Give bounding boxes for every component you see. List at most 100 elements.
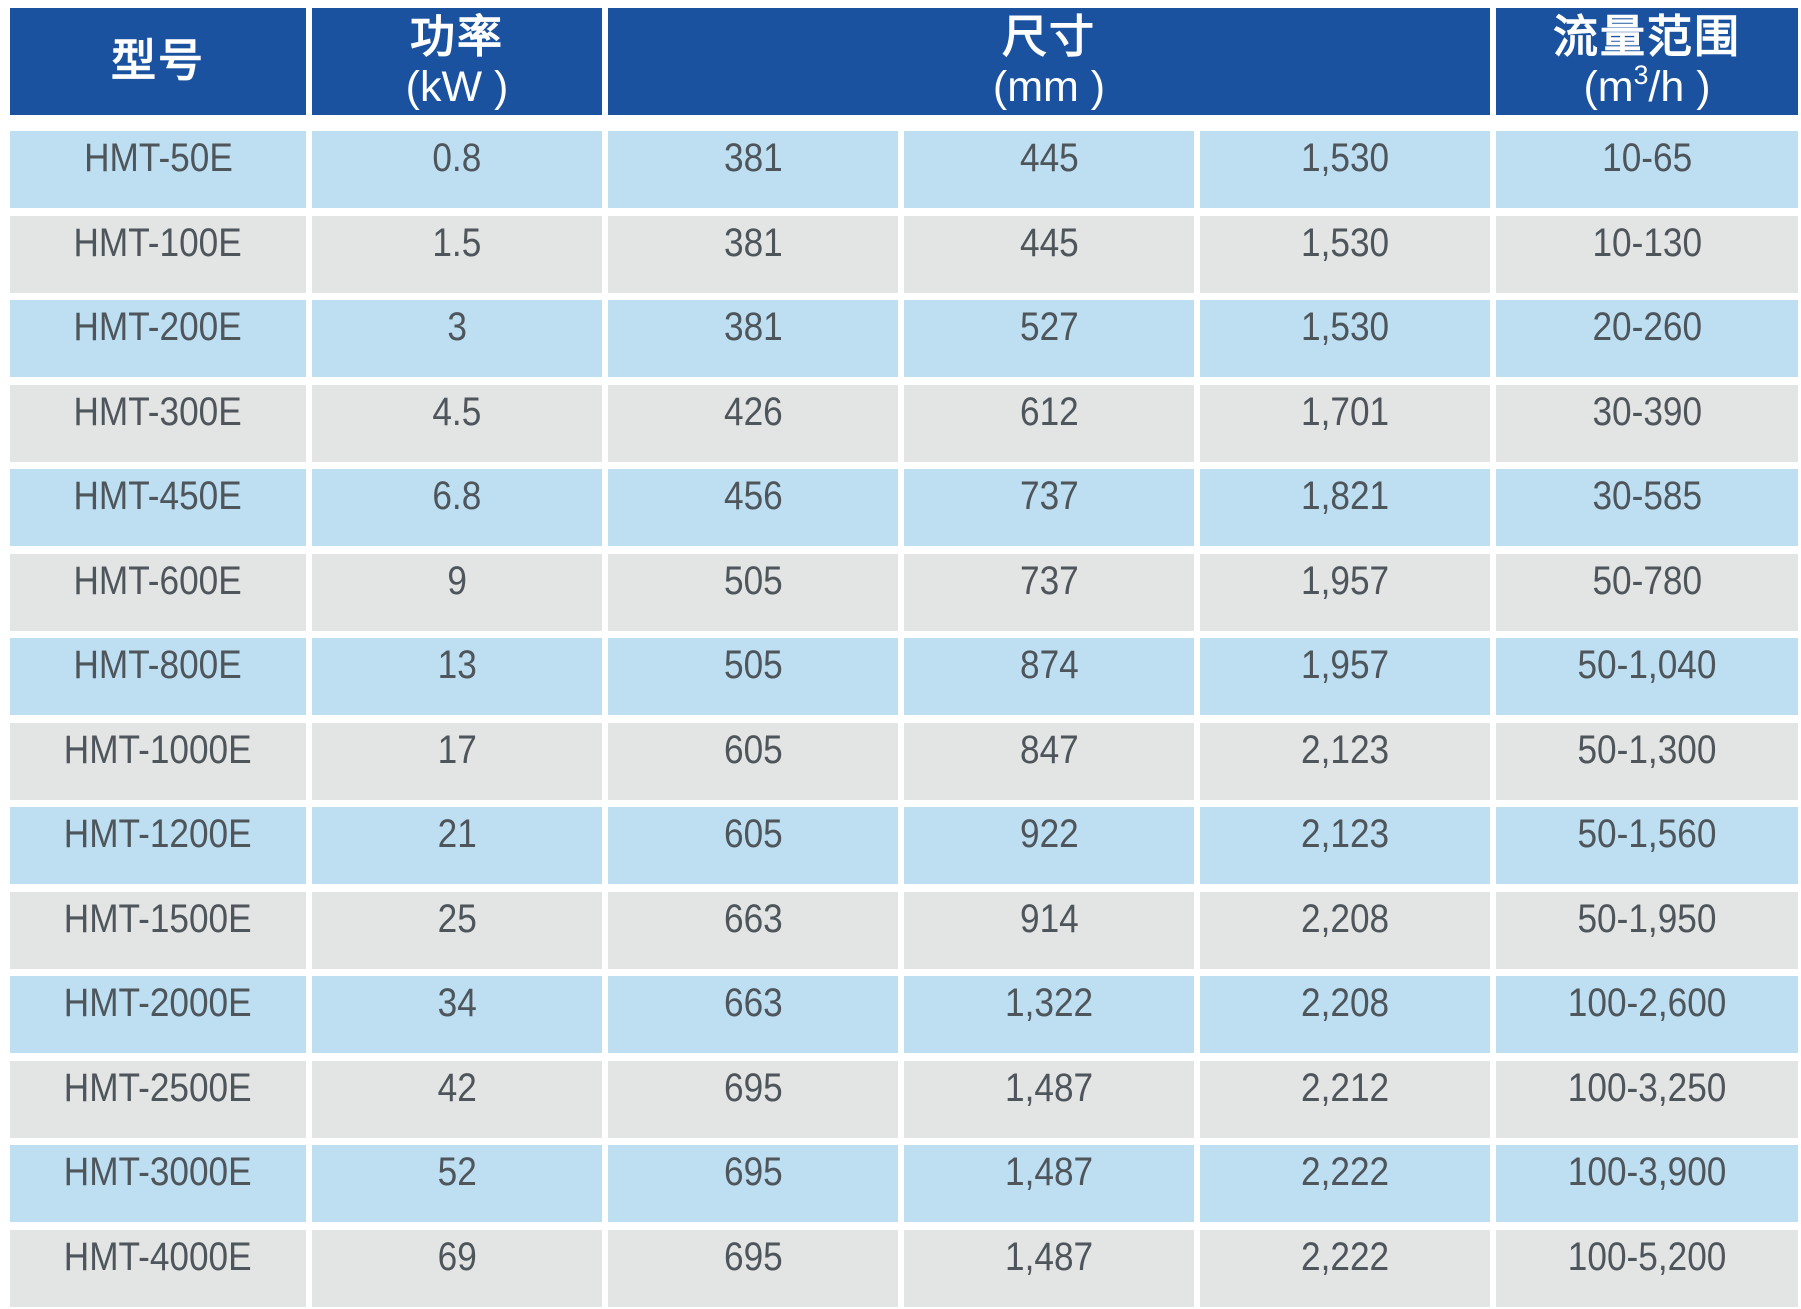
dim-width-value: 605 — [723, 812, 783, 856]
dim-height-value: 1,957 — [1300, 643, 1390, 687]
cell-model: HMT-3000E — [10, 1145, 306, 1222]
dim-depth-value: 1,487 — [1004, 1150, 1094, 1194]
dim-height-value: 1,530 — [1300, 136, 1390, 180]
cell-model: HMT-1000E — [10, 722, 306, 800]
cell-dim-width: 663 — [608, 891, 898, 969]
cell-dim-width: 605 — [608, 722, 898, 800]
dim-width-value: 695 — [723, 1234, 783, 1279]
dim-depth-value: 914 — [1019, 896, 1079, 941]
dim-height-value: 1,957 — [1300, 558, 1390, 603]
cell-dim-width: 695 — [608, 1145, 898, 1222]
dim-depth-value: 922 — [1019, 812, 1079, 856]
cell-power: 13 — [312, 638, 602, 715]
cell-dim-depth: 737 — [904, 553, 1194, 631]
model-value: HMT-50E — [83, 136, 233, 180]
cell-model: HMT-2000E — [10, 976, 306, 1053]
dim-depth-value: 527 — [1019, 305, 1079, 349]
cell-dim-height: 1,530 — [1200, 131, 1490, 208]
cell-power: 0.8 — [312, 131, 602, 208]
dim-depth-value: 445 — [1019, 220, 1079, 265]
cell-power: 4.5 — [312, 384, 602, 462]
flow-range-value: 50-1,300 — [1577, 727, 1717, 772]
cell-power: 34 — [312, 976, 602, 1053]
header-cell-power: 功率 (kW ) — [312, 8, 602, 115]
header-power-title: 功率 — [409, 10, 504, 62]
cell-flow-range: 50-780 — [1496, 553, 1798, 631]
cell-dim-width: 695 — [608, 1060, 898, 1138]
cell-dim-height: 2,208 — [1200, 891, 1490, 969]
cell-power: 52 — [312, 1145, 602, 1222]
cell-dim-width: 663 — [608, 976, 898, 1053]
dim-width-value: 426 — [723, 389, 783, 434]
cell-flow-range: 30-585 — [1496, 469, 1798, 546]
cell-dim-width: 505 — [608, 553, 898, 631]
model-value: HMT-200E — [73, 305, 243, 349]
dim-height-value: 2,222 — [1300, 1150, 1390, 1194]
header-flow-unit: (m3/h ) — [1583, 59, 1711, 111]
cell-dim-depth: 847 — [904, 722, 1194, 800]
dim-height-value: 1,701 — [1300, 389, 1390, 434]
model-value: HMT-4000E — [64, 1234, 252, 1279]
cell-flow-range: 50-1,560 — [1496, 807, 1798, 884]
power-value: 69 — [437, 1234, 477, 1279]
power-value: 6.8 — [432, 474, 482, 518]
flow-unit-superscript: 3 — [1633, 59, 1649, 90]
cell-flow-range: 100-2,600 — [1496, 976, 1798, 1053]
cell-dim-width: 381 — [608, 300, 898, 377]
cell-model: HMT-300E — [10, 384, 306, 462]
table-header: 型号 功率 (kW ) 尺寸 (mm ) 流量范围 (m3/h ) — [10, 8, 1801, 115]
power-value: 25 — [437, 896, 477, 941]
cell-dim-height: 1,530 — [1200, 300, 1490, 377]
dim-width-value: 505 — [723, 643, 783, 687]
power-value: 52 — [437, 1150, 477, 1194]
cell-dim-depth: 1,322 — [904, 976, 1194, 1053]
cell-dim-height: 1,530 — [1200, 215, 1490, 293]
dim-depth-value: 612 — [1019, 389, 1079, 434]
model-value: HMT-3000E — [64, 1150, 252, 1194]
dim-height-value: 1,530 — [1300, 305, 1390, 349]
header-dimensions-title: 尺寸 — [1001, 10, 1096, 62]
cell-model: HMT-50E — [10, 131, 306, 208]
flow-range-value: 50-780 — [1592, 558, 1702, 603]
cell-flow-range: 10-130 — [1496, 215, 1798, 293]
cell-flow-range: 100-3,250 — [1496, 1060, 1798, 1138]
cell-dim-height: 1,821 — [1200, 469, 1490, 546]
flow-range-value: 50-1,950 — [1577, 896, 1717, 941]
dim-depth-value: 445 — [1019, 136, 1079, 180]
flow-range-value: 30-390 — [1592, 389, 1702, 434]
dim-width-value: 381 — [723, 305, 783, 349]
flow-range-value: 10-130 — [1592, 220, 1702, 265]
model-value: HMT-2000E — [64, 981, 252, 1025]
cell-power: 69 — [312, 1229, 602, 1307]
model-value: HMT-100E — [73, 220, 243, 265]
cell-model: HMT-2500E — [10, 1060, 306, 1138]
cell-dim-width: 381 — [608, 215, 898, 293]
cell-model: HMT-100E — [10, 215, 306, 293]
power-value: 34 — [437, 981, 477, 1025]
header-cell-flow: 流量范围 (m3/h ) — [1496, 8, 1798, 115]
cell-power: 17 — [312, 722, 602, 800]
cell-dim-depth: 737 — [904, 469, 1194, 546]
model-value: HMT-1500E — [64, 896, 252, 941]
table-body: HMT-50E 0.8 381 445 1,530 10-65 HMT-100E… — [10, 131, 1801, 1307]
dim-width-value: 381 — [723, 136, 783, 180]
dim-height-value: 2,123 — [1300, 812, 1390, 856]
dim-depth-value: 1,487 — [1004, 1065, 1094, 1110]
flow-range-value: 100-2,600 — [1567, 981, 1727, 1025]
cell-power: 9 — [312, 553, 602, 631]
cell-dim-depth: 914 — [904, 891, 1194, 969]
cell-model: HMT-800E — [10, 638, 306, 715]
model-value: HMT-300E — [73, 389, 243, 434]
dim-depth-value: 737 — [1019, 558, 1079, 603]
cell-flow-range: 100-5,200 — [1496, 1229, 1798, 1307]
cell-power: 21 — [312, 807, 602, 884]
header-cell-dimensions: 尺寸 (mm ) — [608, 8, 1490, 115]
cell-flow-range: 10-65 — [1496, 131, 1798, 208]
dim-width-value: 695 — [723, 1065, 783, 1110]
dim-depth-value: 847 — [1019, 727, 1079, 772]
dim-height-value: 1,821 — [1300, 474, 1390, 518]
cell-dim-width: 381 — [608, 131, 898, 208]
cell-model: HMT-450E — [10, 469, 306, 546]
flow-range-value: 100-3,250 — [1567, 1065, 1727, 1110]
cell-dim-height: 1,701 — [1200, 384, 1490, 462]
